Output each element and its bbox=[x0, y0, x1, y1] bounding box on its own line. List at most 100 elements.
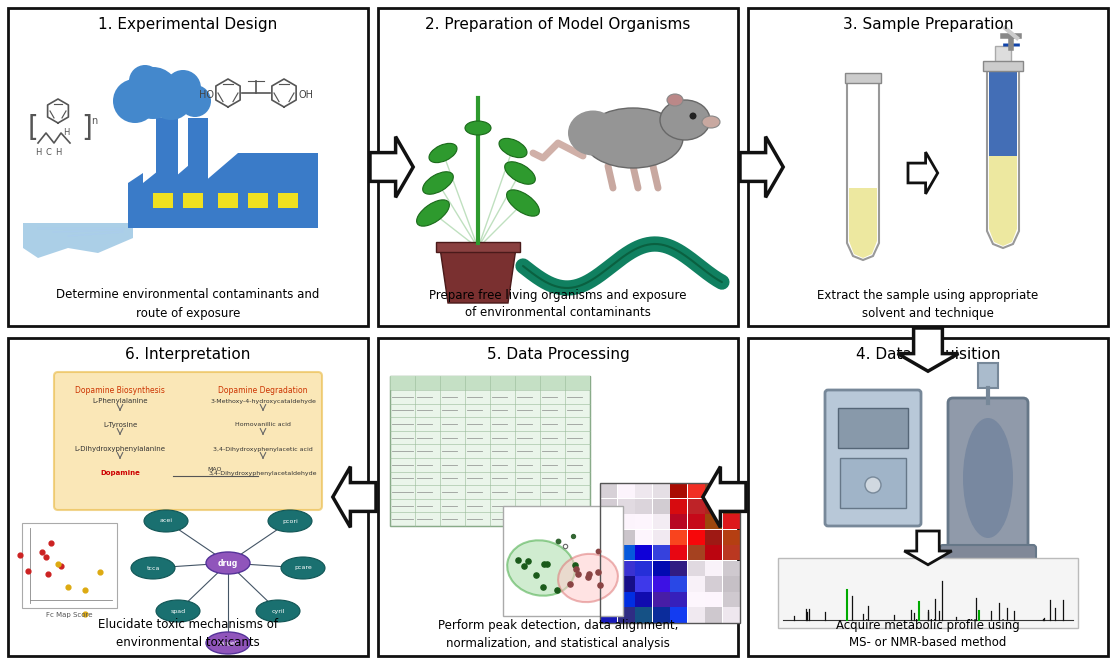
Bar bbox=[705, 499, 723, 514]
Text: C: C bbox=[45, 148, 51, 157]
Text: Prepare free living organisms and exposure
of environmental contaminants: Prepare free living organisms and exposu… bbox=[429, 288, 687, 319]
Bar bbox=[688, 592, 705, 607]
Polygon shape bbox=[702, 467, 746, 527]
Bar bbox=[723, 592, 739, 607]
Bar bbox=[156, 118, 178, 193]
Text: pcori: pcori bbox=[282, 519, 298, 523]
Bar bbox=[688, 499, 705, 514]
Bar bbox=[995, 46, 1011, 66]
Bar bbox=[636, 483, 652, 498]
Bar bbox=[688, 545, 705, 560]
Ellipse shape bbox=[963, 418, 1014, 538]
Point bbox=[549, 585, 566, 596]
Text: Dopamine Biosynthesis: Dopamine Biosynthesis bbox=[75, 386, 165, 395]
Text: L-Phenylalanine: L-Phenylalanine bbox=[93, 398, 148, 404]
Text: [: [ bbox=[28, 114, 39, 142]
Polygon shape bbox=[23, 223, 133, 258]
FancyBboxPatch shape bbox=[948, 398, 1028, 558]
Point bbox=[580, 569, 598, 580]
Text: Dopamine Degradation: Dopamine Degradation bbox=[219, 386, 308, 395]
Ellipse shape bbox=[465, 121, 491, 135]
Bar bbox=[688, 514, 705, 529]
Bar bbox=[688, 608, 705, 623]
Bar bbox=[652, 499, 670, 514]
Bar bbox=[618, 499, 634, 514]
Point bbox=[535, 558, 553, 569]
Bar bbox=[618, 561, 634, 576]
Circle shape bbox=[689, 112, 697, 120]
Bar bbox=[705, 576, 723, 592]
Bar bbox=[600, 576, 618, 592]
Bar bbox=[600, 483, 618, 498]
Point bbox=[508, 554, 526, 565]
Bar bbox=[652, 545, 670, 560]
Text: Fc Map Score: Fc Map Score bbox=[46, 612, 93, 618]
Text: Extract the sample using appropriate
solvent and technique: Extract the sample using appropriate sol… bbox=[817, 288, 1039, 319]
Bar bbox=[723, 483, 739, 498]
Bar bbox=[670, 499, 687, 514]
Circle shape bbox=[127, 67, 180, 119]
Text: drug: drug bbox=[217, 558, 239, 568]
Polygon shape bbox=[898, 328, 959, 371]
Bar bbox=[248, 193, 268, 208]
Bar bbox=[600, 545, 618, 560]
Polygon shape bbox=[332, 467, 376, 527]
Bar bbox=[705, 483, 723, 498]
Bar bbox=[652, 592, 670, 607]
Circle shape bbox=[180, 85, 211, 117]
Point bbox=[11, 550, 29, 560]
Bar bbox=[723, 530, 739, 545]
Bar bbox=[22, 523, 117, 608]
Bar bbox=[188, 118, 209, 208]
Bar bbox=[600, 608, 618, 623]
Point bbox=[579, 572, 597, 582]
Ellipse shape bbox=[505, 162, 535, 184]
Polygon shape bbox=[370, 137, 414, 197]
Ellipse shape bbox=[130, 557, 175, 579]
Bar bbox=[705, 514, 723, 529]
Ellipse shape bbox=[268, 510, 312, 532]
Bar bbox=[219, 193, 237, 208]
Text: ]: ] bbox=[81, 114, 91, 142]
Bar bbox=[670, 608, 687, 623]
Ellipse shape bbox=[281, 557, 324, 579]
Ellipse shape bbox=[568, 110, 618, 155]
FancyBboxPatch shape bbox=[825, 390, 921, 526]
Polygon shape bbox=[989, 156, 1017, 246]
Bar bbox=[688, 576, 705, 592]
Text: target: target bbox=[219, 641, 237, 645]
Ellipse shape bbox=[256, 600, 300, 622]
Bar bbox=[618, 514, 634, 529]
Text: Homovanillic acid: Homovanillic acid bbox=[235, 422, 291, 428]
Point bbox=[566, 560, 584, 570]
Bar bbox=[670, 514, 687, 529]
Ellipse shape bbox=[206, 552, 250, 574]
Ellipse shape bbox=[702, 116, 720, 128]
Bar bbox=[652, 576, 670, 592]
Bar bbox=[503, 506, 623, 616]
Point bbox=[91, 567, 109, 578]
Bar bbox=[600, 561, 618, 576]
Bar bbox=[723, 499, 739, 514]
Point bbox=[51, 561, 69, 572]
Bar bbox=[705, 545, 723, 560]
Text: 2. Preparation of Model Organisms: 2. Preparation of Model Organisms bbox=[425, 17, 690, 33]
Bar bbox=[723, 545, 739, 560]
Bar bbox=[652, 608, 670, 623]
Point bbox=[561, 579, 579, 590]
Point bbox=[568, 564, 585, 575]
Text: Acquire metabolic profile using
MS- or NMR-based method: Acquire metabolic profile using MS- or N… bbox=[836, 618, 1020, 649]
Polygon shape bbox=[128, 153, 318, 228]
Bar bbox=[8, 338, 368, 656]
Bar bbox=[618, 483, 634, 498]
Bar bbox=[390, 376, 590, 390]
Circle shape bbox=[149, 76, 193, 120]
Bar bbox=[378, 8, 738, 326]
Text: acei: acei bbox=[159, 519, 173, 523]
Bar bbox=[618, 576, 634, 592]
Bar bbox=[600, 592, 618, 607]
Bar bbox=[636, 545, 652, 560]
Text: cyril: cyril bbox=[271, 608, 284, 614]
Polygon shape bbox=[847, 83, 879, 260]
Ellipse shape bbox=[559, 554, 618, 602]
